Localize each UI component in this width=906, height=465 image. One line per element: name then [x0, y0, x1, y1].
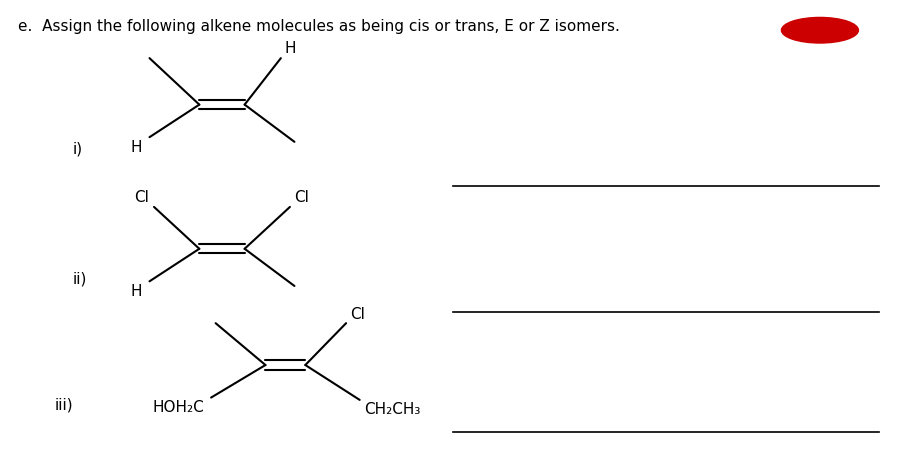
Text: e.  Assign the following alkene molecules as being cis or trans, E or Z isomers.: e. Assign the following alkene molecules…	[18, 19, 620, 33]
Text: Cl: Cl	[294, 190, 309, 205]
Text: i): i)	[72, 141, 82, 156]
Text: H: H	[130, 140, 142, 154]
Text: H: H	[284, 41, 296, 56]
Ellipse shape	[781, 17, 859, 43]
Text: H: H	[130, 284, 142, 299]
Text: ii): ii)	[72, 272, 87, 286]
Text: CH₂CH₃: CH₂CH₃	[364, 402, 420, 417]
Text: Cl: Cl	[351, 307, 365, 322]
Text: HOH₂C: HOH₂C	[152, 400, 204, 415]
Text: Cl: Cl	[135, 190, 149, 205]
Text: iii): iii)	[54, 397, 73, 412]
